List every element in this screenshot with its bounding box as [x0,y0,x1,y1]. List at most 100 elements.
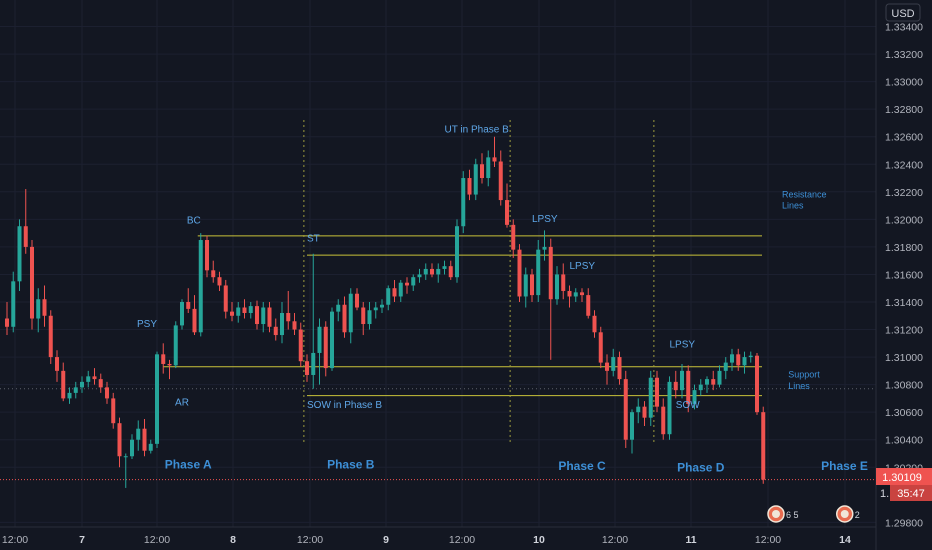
candle-body [423,268,428,275]
time-tick-label: 12:00 [755,534,781,546]
event-badge[interactable]: 6 5 [767,505,799,523]
candle [642,401,647,426]
currency-label-box[interactable] [885,3,921,22]
candle-body [98,379,103,388]
candle-body [692,390,697,404]
candle-body [542,246,547,250]
time-tick-label: 14 [839,534,851,546]
time-axis[interactable]: 12:00 7 12:00 8 12:00 9 12:00 10 12:00 11 12:00 14 [0,526,876,546]
candle [111,392,116,429]
candle [248,301,253,319]
candle-body [123,456,128,458]
candle-body [198,240,203,333]
candle [573,288,578,302]
phase-label: Phase A [165,458,212,472]
candle-body [17,226,22,282]
candle [580,288,584,302]
candle-body [348,293,353,333]
candle-body [523,274,528,297]
candle [348,288,353,344]
price-tick-label: 1.30400 [885,435,923,447]
candle-body [448,266,453,278]
price-tick-label: 1.32400 [885,159,923,171]
candles-layer [5,136,766,488]
candle [92,368,97,385]
price-tick-label: 1.31200 [885,325,923,337]
candle-body [573,292,578,297]
candle [311,253,316,389]
candle-body [161,354,166,364]
candle-body [36,299,41,319]
candle [17,219,22,291]
candle-body [667,381,672,435]
candle [305,354,309,382]
time-tick-label: 12:00 [449,534,475,546]
candle [567,285,572,308]
candle [323,321,328,377]
candle [511,219,516,258]
candle-body [317,326,322,353]
time-tick-label: 8 [230,534,236,546]
candle [198,233,203,337]
candle-body [686,370,691,404]
candle-body [205,240,209,271]
price-tick-label: 1.32600 [885,132,923,144]
candle-body [455,226,459,278]
candle [211,260,216,283]
candle-body [148,443,153,451]
annotation-label: Lines [782,200,804,210]
candle-body [342,304,347,333]
candle-body [473,164,478,195]
event-badge[interactable]: 2 [836,505,860,523]
time-tick-label: 12:00 [297,534,323,546]
candle [317,318,322,385]
candle-body [461,178,466,227]
candle-body [292,321,297,330]
event-badge-count: 2 [855,510,860,520]
time-tick-label: 9 [383,534,389,546]
candle-body [730,354,734,363]
candle-body [717,370,722,385]
candle [217,271,222,291]
candle [105,381,109,404]
price-axis-bg [876,0,932,550]
candle [617,351,622,385]
candle-body [755,355,759,413]
annotation-label: UT in Phase B [445,125,510,136]
candle [73,381,78,399]
candle [623,370,628,448]
candle-body [267,307,272,327]
price-tick-label: 1.31000 [885,352,923,364]
candle-body [117,423,122,457]
price-tick-label: 1.30600 [885,407,923,419]
candle [205,235,209,278]
candle [586,288,591,319]
candle [230,301,234,322]
candle-body [405,282,409,286]
candle [342,296,347,338]
candle [561,263,566,300]
candle-body [336,304,341,312]
candle-body [211,270,216,278]
candle-body [536,249,541,296]
annotation-label: Support [788,370,820,380]
candle [355,288,359,311]
annotation-label: Lines [788,381,810,391]
price-axis[interactable]: 1.33400 1.33200 1.33000 1.32800 1.32600 1.324… [875,0,932,550]
candle-body [217,277,222,286]
annotation-label: BC [187,215,201,226]
price-tick-label: 1.31600 [885,269,923,281]
candle-body [380,304,384,308]
candle [417,268,422,283]
candle [273,318,278,341]
time-tick-label: 12:00 [602,534,628,546]
candle-body [330,311,334,369]
candle-body [655,377,659,407]
candle [705,376,709,393]
candle-body [567,290,572,297]
candle [286,290,291,330]
price-tick-label: 1.32200 [885,187,923,199]
candle-body [630,412,634,440]
candle-body [73,387,78,393]
candle-body [230,311,234,316]
